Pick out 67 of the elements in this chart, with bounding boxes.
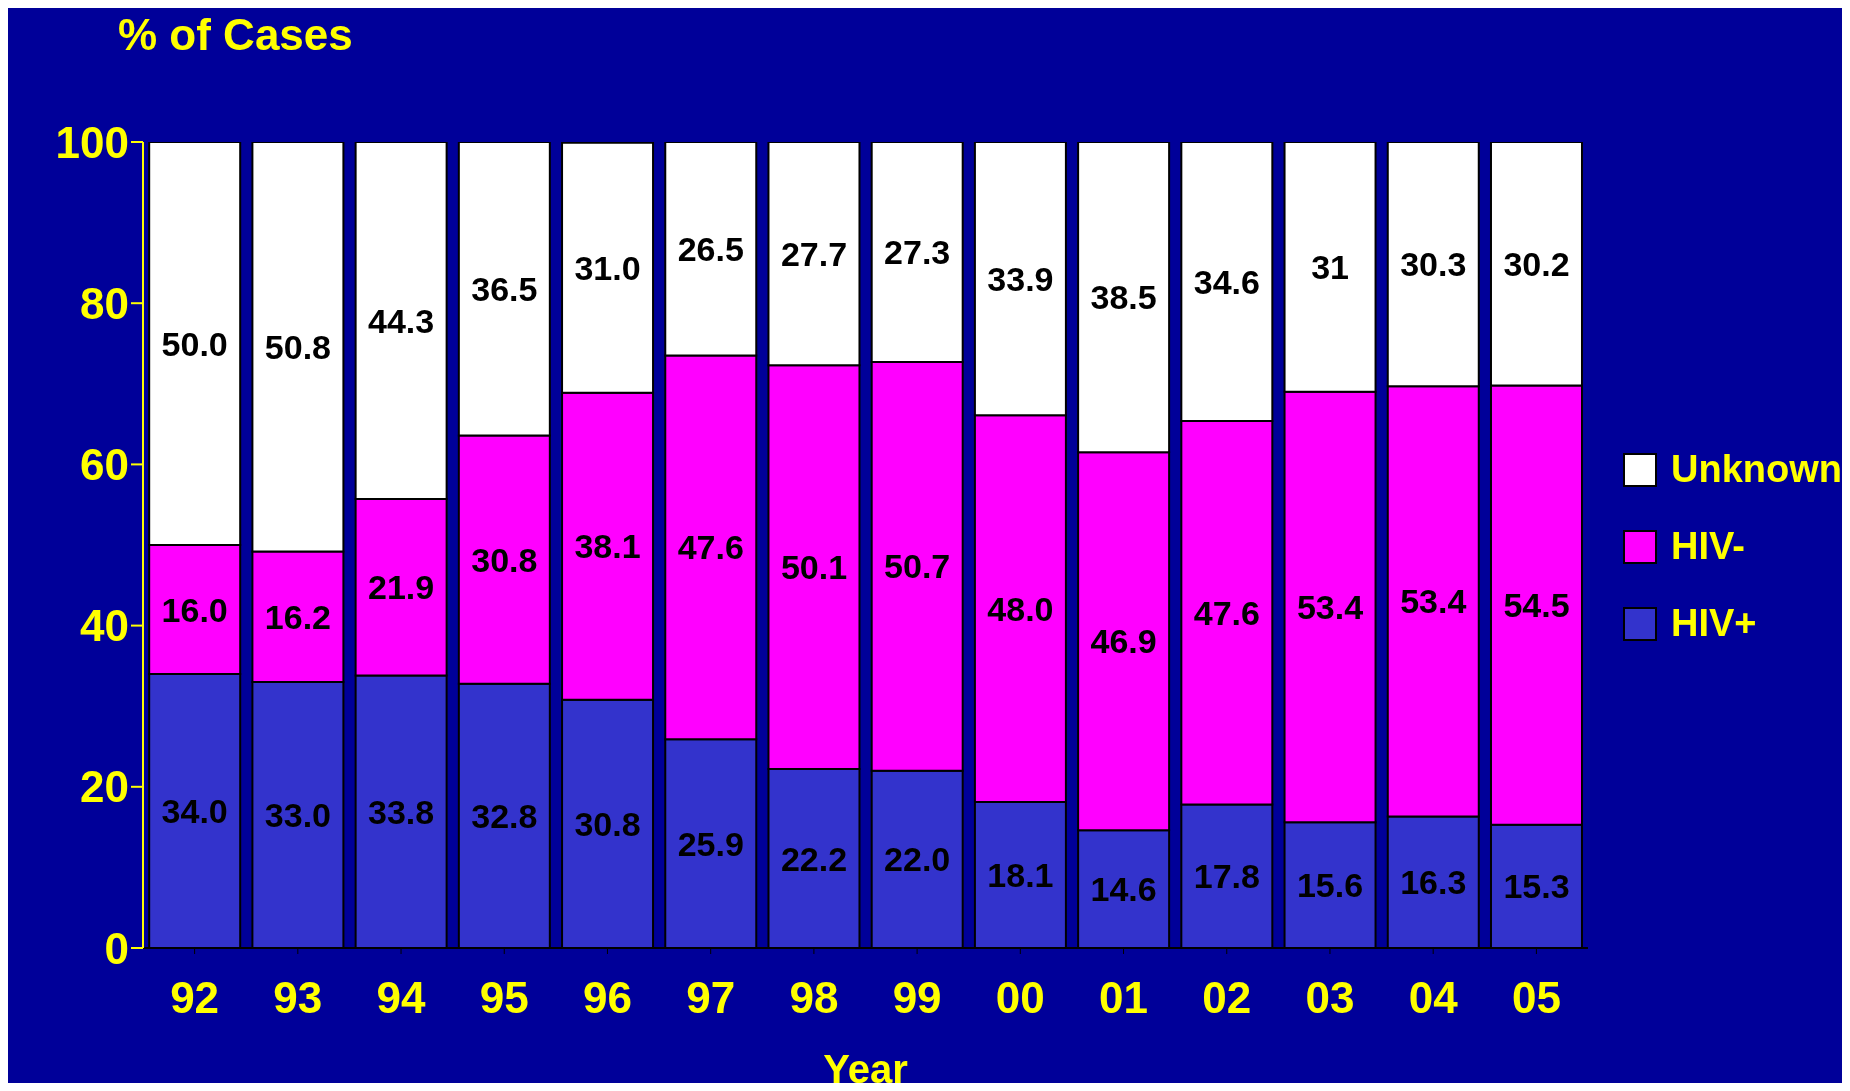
- data-label: 46.9: [1090, 622, 1157, 661]
- data-label: 21.9: [368, 568, 435, 607]
- x-tick-label: 94: [376, 973, 427, 1023]
- data-label: 16.3: [1400, 863, 1467, 902]
- data-label: 27.7: [780, 234, 848, 273]
- data-label: 34.0: [161, 792, 228, 831]
- data-label: 38.1: [574, 527, 641, 566]
- data-label: 22.2: [780, 839, 848, 878]
- data-label: 48.0: [987, 589, 1054, 628]
- y-tick-label: 80: [80, 278, 129, 328]
- x-tick-label: 00: [995, 973, 1045, 1023]
- data-label: 14.6: [1090, 870, 1157, 909]
- data-label: 44.3: [368, 301, 435, 340]
- data-label: 33.9: [987, 259, 1054, 298]
- data-label: 25.9: [677, 824, 744, 863]
- data-label: 30.8: [471, 540, 538, 579]
- x-axis-title: Year: [823, 1047, 908, 1091]
- x-tick-label: 92: [170, 973, 220, 1023]
- data-label: 31: [1311, 248, 1349, 286]
- data-label: 33.8: [368, 792, 435, 831]
- legend-label: Unknown: [1671, 448, 1842, 491]
- x-tick-label: 98: [789, 973, 839, 1023]
- data-label: 38.5: [1090, 278, 1157, 317]
- y-tick-label: 100: [55, 117, 129, 167]
- data-label: 15.6: [1296, 866, 1364, 905]
- data-label: 36.5: [471, 269, 538, 308]
- x-tick-label: 05: [1511, 973, 1561, 1023]
- x-tick-label: 99: [892, 973, 942, 1023]
- data-label: 54.5: [1503, 586, 1570, 625]
- data-label: 15.3: [1503, 867, 1570, 906]
- data-label: 22.0: [884, 840, 951, 879]
- x-tick-label: 97: [686, 973, 736, 1023]
- data-label: 30.3: [1400, 245, 1467, 284]
- data-label: 33.0: [264, 796, 331, 835]
- data-label: 32.8: [471, 796, 538, 835]
- x-tick-label: 93: [273, 973, 323, 1023]
- x-tick-label: 01: [1099, 973, 1149, 1023]
- legend-label: HIV-: [1671, 525, 1745, 568]
- data-label: 30.8: [574, 804, 641, 843]
- data-label: 50.7: [884, 547, 951, 586]
- data-label: 47.6: [677, 528, 744, 567]
- data-label: 16.2: [264, 597, 331, 636]
- x-tick-label: 02: [1202, 973, 1252, 1023]
- data-label: 47.6: [1193, 593, 1260, 632]
- y-axis-title: % of Cases: [118, 10, 353, 60]
- data-label: 27.3: [884, 233, 951, 272]
- data-label: 26.5: [677, 229, 744, 268]
- data-label: 18.1: [987, 856, 1054, 895]
- x-tick-label: 04: [1408, 973, 1459, 1023]
- data-label: 53.4: [1400, 582, 1467, 621]
- data-label: 17.8: [1193, 857, 1260, 896]
- data-label: 53.4: [1296, 588, 1364, 627]
- legend-label: HIV+: [1671, 602, 1757, 645]
- data-label: 31.0: [574, 248, 641, 287]
- y-tick-label: 40: [80, 601, 129, 651]
- data-label: 16.0: [161, 590, 228, 629]
- y-tick-label: 60: [80, 440, 129, 490]
- y-tick-label: 20: [80, 762, 129, 812]
- data-label: 50.8: [264, 327, 331, 366]
- data-label: 30.2: [1503, 244, 1570, 283]
- data-label: 50.1: [780, 548, 848, 587]
- y-tick-label: 0: [104, 923, 129, 973]
- x-tick-label: 95: [479, 973, 529, 1023]
- x-tick-label: 96: [582, 973, 632, 1023]
- data-label: 50.0: [161, 324, 228, 363]
- x-tick-label: 03: [1305, 973, 1355, 1023]
- data-label: 34.6: [1193, 262, 1260, 301]
